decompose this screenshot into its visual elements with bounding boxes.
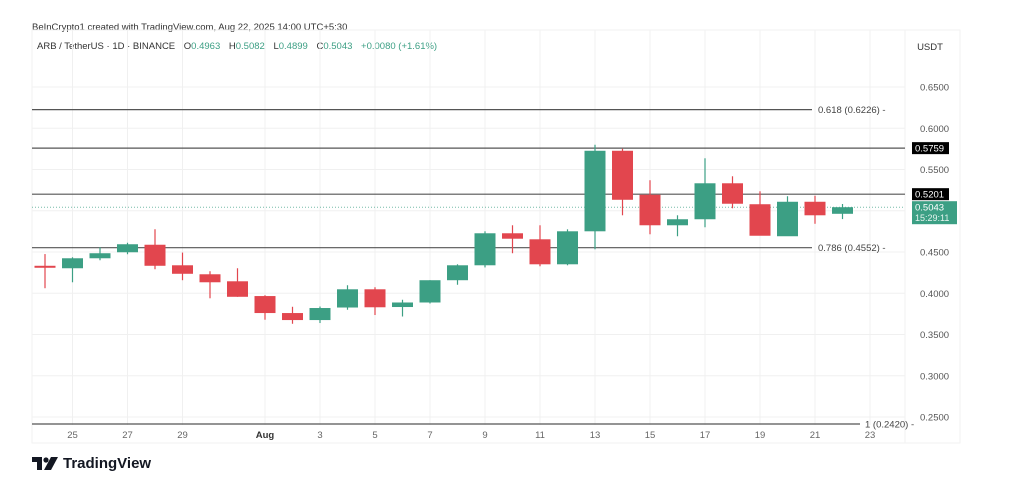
low-label: L — [273, 41, 279, 52]
candles — [34, 144, 853, 324]
date-tick: Aug — [256, 430, 275, 441]
open-value: 0.4963 — [191, 41, 221, 52]
candle — [667, 219, 688, 226]
date-tick: 7 — [427, 430, 432, 441]
candle — [172, 265, 193, 274]
date-tick: 5 — [372, 430, 377, 441]
price-tick: 0.2500 — [920, 413, 949, 424]
candle — [419, 280, 441, 303]
candle — [639, 194, 661, 226]
tradingview-logo-icon — [32, 457, 58, 470]
price-tick: 0.4000 — [920, 289, 949, 300]
symbol-legend: ARB / TetherUS · 1D · BINANCE O0.4963 H0… — [37, 41, 437, 52]
fib-level-label: 0.786 (0.4552) - — [818, 243, 886, 254]
candle — [612, 150, 633, 200]
date-tick: 13 — [590, 430, 601, 441]
candle — [804, 201, 826, 216]
candle — [34, 265, 56, 268]
date-tick: 19 — [755, 430, 766, 441]
fib-level-label: 1 (0.2420) - — [865, 420, 914, 431]
candle — [199, 274, 221, 283]
candle — [309, 308, 331, 321]
date-tick: 15 — [645, 430, 656, 441]
date-tick: 21 — [810, 430, 821, 441]
candle — [529, 239, 551, 265]
candle — [832, 207, 853, 214]
price-tick: 0.3000 — [920, 371, 949, 382]
price-tick: 0.6500 — [920, 83, 949, 94]
candle — [557, 231, 578, 265]
last-price-tag: 0.5043 — [915, 203, 944, 214]
date-tick: 11 — [535, 430, 545, 441]
candle — [364, 289, 386, 308]
horizontal-levels: 0.618 (0.6226) - 0.786 (0.4552) - 1 (0.242… — [32, 105, 914, 431]
candle — [254, 296, 276, 314]
currency-label[interactable]: USDT — [917, 42, 943, 53]
candle — [474, 233, 496, 266]
date-tick: 25 — [67, 430, 78, 441]
chart-frame — [31, 29, 961, 444]
candle — [62, 258, 83, 269]
level-price-tag: 0.5759 — [915, 144, 944, 155]
price-tick: 0.5500 — [920, 165, 949, 176]
date-tick: 23 — [865, 430, 876, 441]
open-label: O — [183, 41, 192, 52]
symbol-title[interactable]: ARB / TetherUS · 1D · BINANCE — [37, 41, 176, 52]
low-value: 0.4899 — [278, 41, 308, 52]
candle-countdown: 15:29:11 — [915, 213, 949, 223]
high-label: H — [228, 41, 236, 52]
candle — [337, 289, 358, 308]
candle — [447, 265, 468, 281]
close-value: 0.5043 — [323, 41, 353, 52]
candle — [392, 302, 413, 308]
change-value: +0.0080 (+1.61%) — [361, 41, 438, 52]
high-value: 0.5082 — [235, 41, 265, 52]
date-tick: 3 — [317, 430, 322, 441]
tradingview-logo[interactable]: TradingView — [32, 455, 151, 472]
tradingview-brand: TradingView — [63, 455, 152, 472]
price-tick: 0.6000 — [920, 124, 949, 135]
candle — [502, 233, 523, 239]
candle — [722, 183, 743, 204]
candle — [144, 244, 166, 266]
candle — [89, 253, 111, 259]
time-axis[interactable]: 25 27 29 Aug 3 5 7 9 11 13 15 17 19 21 23 — [67, 430, 875, 441]
level-price-tag: 0.5201 — [915, 190, 944, 201]
price-axis[interactable]: 0.65000.60000.55000.50000.45000.40000.35… — [920, 83, 949, 424]
candle — [749, 204, 771, 236]
candle — [282, 313, 303, 321]
price-tick: 0.4500 — [920, 248, 949, 259]
date-tick: 9 — [482, 430, 487, 441]
chart-credit: BeInCrypto1 created with TradingView.com… — [32, 22, 348, 33]
grid-lines — [32, 30, 905, 425]
candle — [227, 281, 248, 297]
date-tick: 29 — [177, 430, 188, 441]
price-tick: 0.3500 — [920, 330, 949, 341]
fib-level-label: 0.618 (0.6226) - — [818, 105, 886, 116]
candle — [117, 244, 138, 253]
date-tick: 17 — [700, 430, 711, 441]
candle — [694, 183, 716, 220]
date-tick: 27 — [122, 430, 133, 441]
candle — [777, 201, 798, 237]
candle — [584, 150, 606, 232]
